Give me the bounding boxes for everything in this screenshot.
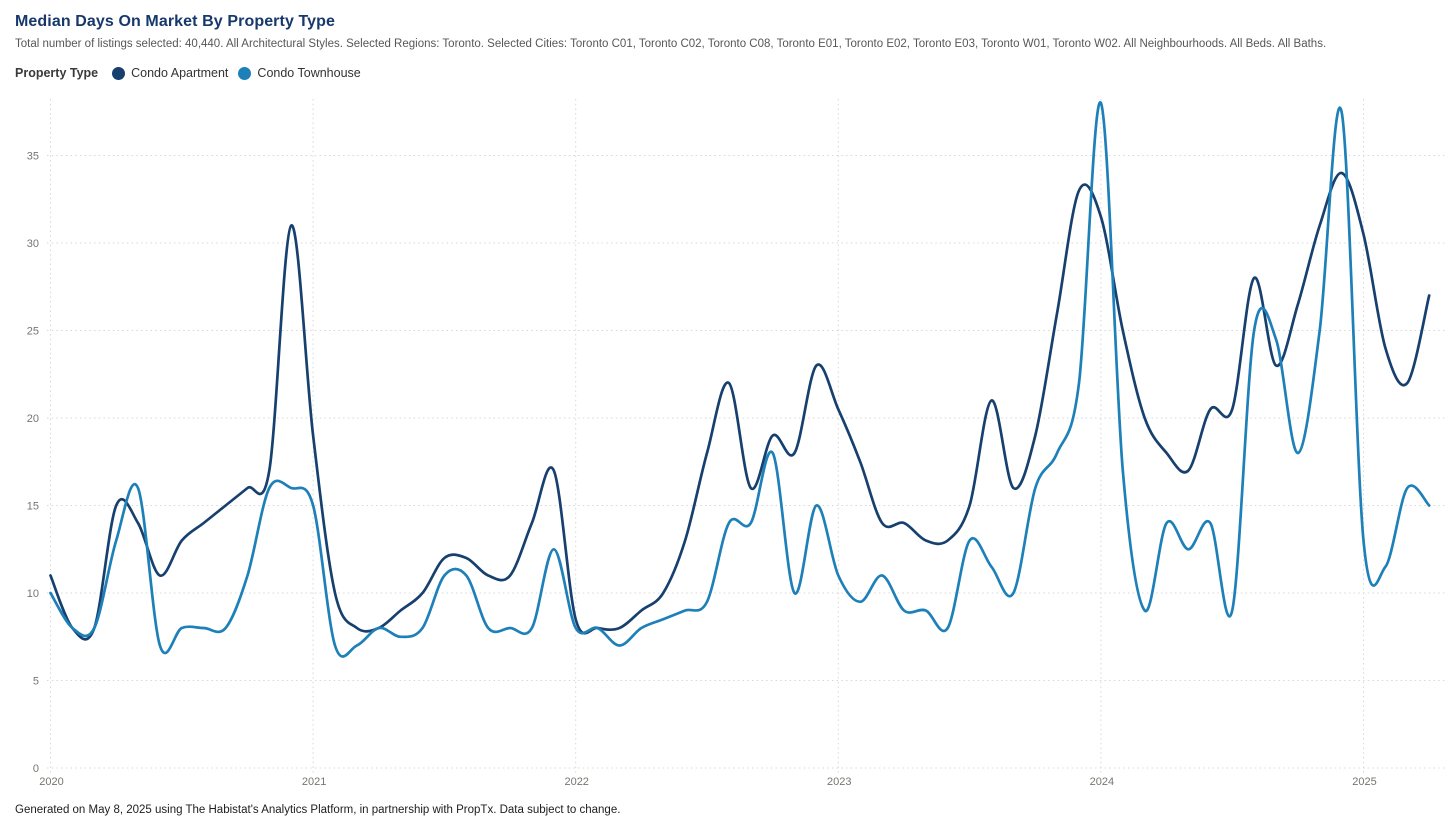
- x-axis-tick-label: 2025: [1352, 776, 1376, 788]
- y-axis-tick-label: 0: [33, 763, 39, 775]
- chart-header: Median Days On Market By Property Type T…: [0, 0, 1456, 50]
- y-axis-tick-label: 25: [27, 326, 39, 338]
- legend-item-condo-apartment[interactable]: Condo Apartment: [112, 66, 228, 80]
- y-axis-tick-label: 10: [27, 588, 39, 600]
- y-axis-tick-label: 35: [27, 151, 39, 163]
- y-axis-tick-label: 20: [27, 413, 39, 425]
- legend-item-condo-townhouse[interactable]: Condo Townhouse: [238, 66, 361, 80]
- y-axis-tick-label: 30: [27, 238, 39, 250]
- x-axis-tick-label: 2021: [302, 776, 326, 788]
- chart-subtitle: Total number of listings selected: 40,44…: [15, 38, 1327, 50]
- legend: Property Type Condo Apartment Condo Town…: [15, 66, 361, 80]
- page-title: Median Days On Market By Property Type: [15, 13, 336, 30]
- x-axis-tick-label: 2022: [564, 776, 588, 788]
- x-axis-tick-label: 2023: [827, 776, 851, 788]
- legend-item-label: Condo Apartment: [131, 66, 229, 80]
- series-line-condo-apartment: [49, 171, 1431, 641]
- x-axis-tick-label: 2020: [39, 776, 63, 788]
- y-axis-tick-label: 15: [27, 501, 39, 513]
- legend-item-label: Condo Townhouse: [257, 66, 361, 80]
- series-line-condo-townhouse: [49, 101, 1431, 658]
- y-axis-tick-label: 5: [33, 676, 39, 688]
- x-axis-tick-label: 2024: [1090, 776, 1114, 788]
- generated-note: Generated on May 8, 2025 using The Habis…: [15, 804, 621, 816]
- legend-title: Property Type: [15, 66, 99, 80]
- condo-apartment-series-dot-icon: [112, 66, 126, 80]
- condo-townhouse-series-dot-icon: [238, 66, 252, 80]
